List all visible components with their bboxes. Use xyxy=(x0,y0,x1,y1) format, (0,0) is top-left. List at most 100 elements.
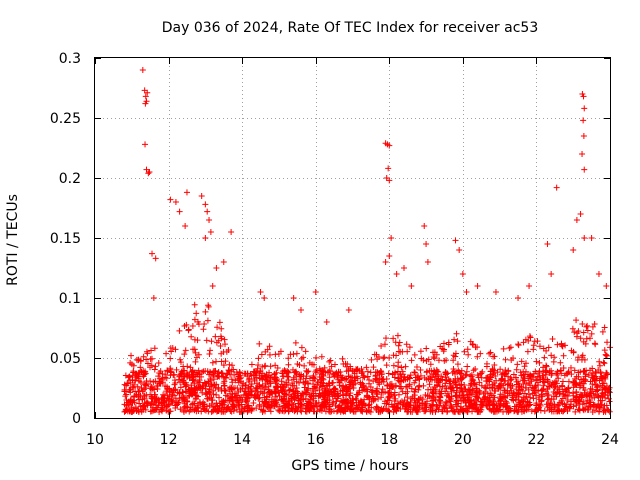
data-point xyxy=(459,271,466,277)
data-point xyxy=(491,367,498,374)
data-point xyxy=(507,405,514,412)
data-point xyxy=(382,335,389,342)
data-point xyxy=(235,379,242,386)
data-point xyxy=(414,408,421,415)
x-tick-label: 10 xyxy=(86,432,104,448)
chart-title: Day 036 of 2024, Rate Of TEC Index for r… xyxy=(162,20,538,36)
data-point xyxy=(573,333,580,340)
data-point xyxy=(182,347,189,354)
data-point xyxy=(147,408,154,415)
data-point xyxy=(564,370,571,377)
data-point xyxy=(468,371,475,378)
data-point xyxy=(255,362,262,369)
data-point xyxy=(347,390,354,397)
data-point xyxy=(428,395,435,402)
data-point xyxy=(511,408,518,415)
data-point xyxy=(558,341,565,348)
data-point xyxy=(242,398,249,405)
data-point xyxy=(353,366,360,373)
data-point xyxy=(151,366,158,373)
data-point xyxy=(373,387,380,394)
data-point xyxy=(222,397,229,404)
data-point xyxy=(388,235,395,241)
data-point xyxy=(599,328,606,335)
data-point xyxy=(123,391,130,398)
data-point xyxy=(180,408,187,415)
data-point xyxy=(271,403,278,410)
data-point xyxy=(155,373,162,380)
data-point xyxy=(327,357,334,364)
data-point xyxy=(421,223,428,229)
data-point xyxy=(467,382,474,389)
data-point xyxy=(303,402,310,409)
data-point xyxy=(293,373,300,380)
data-point xyxy=(456,247,463,253)
data-point xyxy=(393,271,400,277)
data-point xyxy=(437,343,444,350)
data-point xyxy=(573,217,580,223)
data-point xyxy=(565,369,572,376)
data-point xyxy=(587,335,594,342)
data-point xyxy=(411,388,418,395)
data-point xyxy=(589,370,596,377)
y-axis-label: ROTI / TECUs xyxy=(5,194,21,286)
data-point xyxy=(541,379,548,386)
data-point xyxy=(216,394,223,401)
data-point xyxy=(337,408,344,415)
data-point xyxy=(473,388,480,395)
data-point xyxy=(463,371,470,378)
data-point xyxy=(145,170,152,177)
data-point xyxy=(458,376,465,383)
data-point xyxy=(256,340,263,347)
data-point xyxy=(328,363,335,370)
data-point xyxy=(530,342,537,349)
data-point xyxy=(207,375,214,382)
data-point xyxy=(358,370,365,377)
data-point xyxy=(582,371,589,378)
data-point xyxy=(520,398,527,405)
data-point xyxy=(285,401,292,408)
data-point xyxy=(406,383,413,390)
data-point xyxy=(207,347,214,354)
x-tick-label: 14 xyxy=(233,432,251,448)
data-point xyxy=(527,334,534,341)
data-point xyxy=(381,341,388,348)
data-point xyxy=(468,377,475,384)
data-point xyxy=(601,360,608,367)
data-point xyxy=(467,390,474,397)
data-point xyxy=(327,408,334,415)
data-point xyxy=(604,352,611,359)
data-point xyxy=(513,366,520,373)
data-point xyxy=(222,341,229,348)
data-point xyxy=(355,404,362,411)
data-point xyxy=(483,363,490,370)
data-point xyxy=(149,395,156,402)
data-point xyxy=(202,308,209,315)
data-point xyxy=(248,406,255,413)
data-point xyxy=(536,343,543,350)
data-point xyxy=(581,166,588,173)
data-point xyxy=(191,346,198,353)
data-point xyxy=(598,375,605,382)
data-point xyxy=(392,339,399,346)
data-point xyxy=(321,385,328,392)
data-point xyxy=(179,395,186,402)
data-point xyxy=(506,345,513,352)
data-point xyxy=(553,184,560,191)
data-point xyxy=(487,349,494,356)
data-point xyxy=(295,404,302,411)
data-point xyxy=(134,407,141,414)
data-point xyxy=(212,367,219,374)
data-point xyxy=(167,372,174,379)
data-point xyxy=(436,398,443,405)
data-point xyxy=(162,371,169,378)
data-point xyxy=(427,361,434,368)
data-point xyxy=(228,394,235,401)
data-point xyxy=(334,395,341,402)
data-point xyxy=(583,323,590,330)
data-point xyxy=(526,333,533,340)
data-point xyxy=(279,407,286,414)
data-point xyxy=(390,408,397,415)
data-point xyxy=(573,373,580,380)
data-point xyxy=(440,346,447,353)
